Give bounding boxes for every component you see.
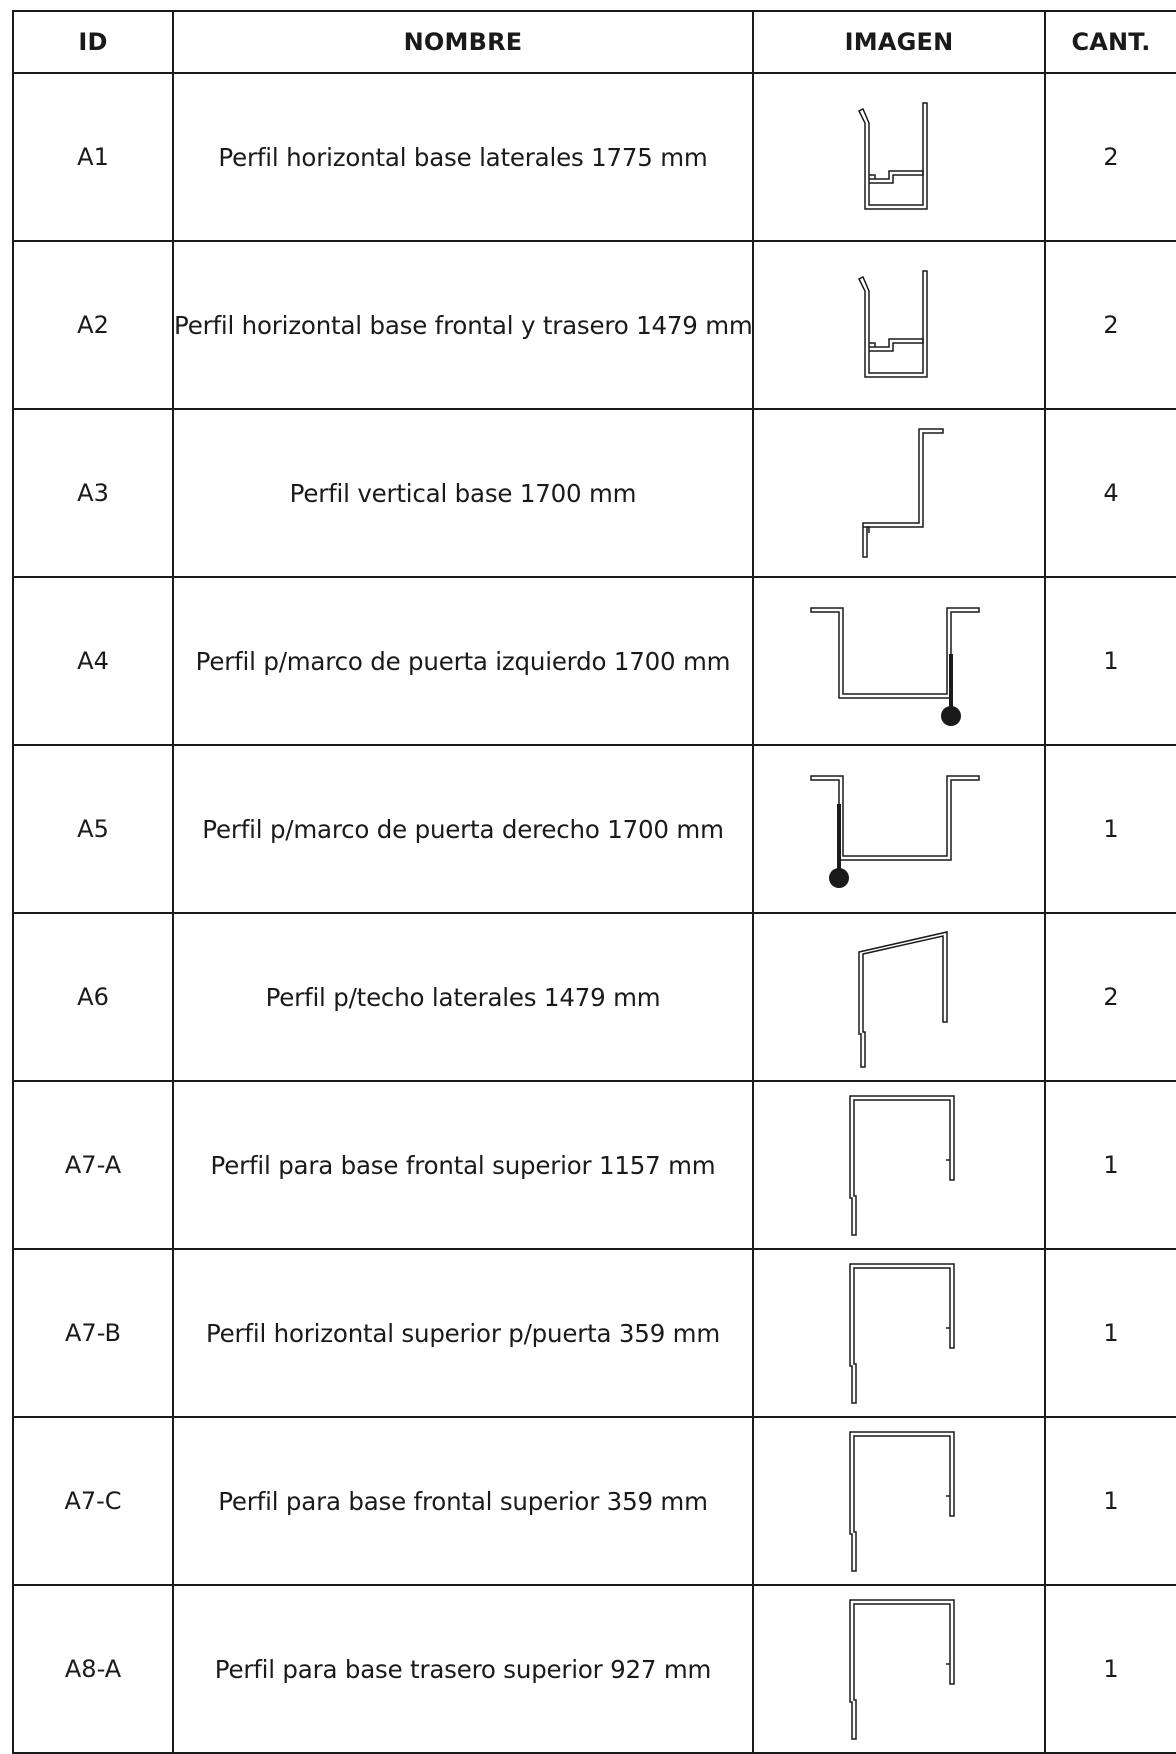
- table-header-row: ID NOMBRE IMAGEN CANT.: [12, 10, 1176, 74]
- part-name: Perfil p/marco de puerta izquierdo 1700 …: [172, 576, 754, 746]
- part-image-cell: [752, 72, 1046, 242]
- table-row: A8-A Perfil para base trasero superior 9…: [12, 1584, 1176, 1754]
- part-qty: 1: [1044, 576, 1176, 746]
- table-row: A7-C Perfil para base frontal superior 3…: [12, 1416, 1176, 1586]
- table-row: A7-A Perfil para base frontal superior 1…: [12, 1080, 1176, 1250]
- part-image-cell: [752, 576, 1046, 746]
- part-id: A7-C: [12, 1416, 174, 1586]
- part-name: Perfil horizontal superior p/puerta 359 …: [172, 1248, 754, 1418]
- part-name: Perfil horizontal base laterales 1775 mm: [172, 72, 754, 242]
- part-image-cell: [752, 1248, 1046, 1418]
- part-name: Perfil p/techo laterales 1479 mm: [172, 912, 754, 1082]
- sloped-roof-profile-icon: [858, 931, 948, 1068]
- door-frame-left-profile-icon: [810, 607, 980, 726]
- top-hat-profile-icon: [849, 1599, 955, 1740]
- part-qty: 1: [1044, 1080, 1176, 1250]
- part-qty: 1: [1044, 1416, 1176, 1586]
- column-header-image: IMAGEN: [752, 10, 1046, 74]
- top-hat-profile-icon: [849, 1095, 955, 1236]
- column-header-qty: CANT.: [1044, 10, 1176, 74]
- column-header-id: ID: [12, 10, 174, 74]
- table-row: A4 Perfil p/marco de puerta izquierdo 17…: [12, 576, 1176, 746]
- part-id: A4: [12, 576, 174, 746]
- u-channel-profile-icon: [857, 270, 928, 378]
- part-name: Perfil para base frontal superior 1157 m…: [172, 1080, 754, 1250]
- z-profile-icon: [862, 428, 944, 558]
- u-channel-profile-icon: [857, 102, 928, 210]
- part-qty: 2: [1044, 240, 1176, 410]
- part-id: A8-A: [12, 1584, 174, 1754]
- table-row: A5 Perfil p/marco de puerta derecho 1700…: [12, 744, 1176, 914]
- part-image-cell: [752, 744, 1046, 914]
- top-hat-profile-icon: [849, 1431, 955, 1572]
- part-image-cell: [752, 1584, 1046, 1754]
- parts-table: ID NOMBRE IMAGEN CANT. A1 Perfil horizon…: [12, 10, 1176, 1754]
- part-id: A6: [12, 912, 174, 1082]
- part-qty: 1: [1044, 744, 1176, 914]
- part-id: A7-A: [12, 1080, 174, 1250]
- part-name: Perfil para base trasero superior 927 mm: [172, 1584, 754, 1754]
- part-qty: 2: [1044, 72, 1176, 242]
- table-row: A6 Perfil p/techo laterales 1479 mm 2: [12, 912, 1176, 1082]
- part-id: A2: [12, 240, 174, 410]
- part-qty: 1: [1044, 1248, 1176, 1418]
- part-image-cell: [752, 408, 1046, 578]
- part-id: A1: [12, 72, 174, 242]
- top-hat-profile-icon: [849, 1263, 955, 1404]
- column-header-name: NOMBRE: [172, 10, 754, 74]
- door-frame-right-profile-icon: [810, 775, 980, 888]
- part-id: A5: [12, 744, 174, 914]
- table-row: A2 Perfil horizontal base frontal y tras…: [12, 240, 1176, 410]
- part-qty: 4: [1044, 408, 1176, 578]
- part-qty: 1: [1044, 1584, 1176, 1754]
- part-name: Perfil horizontal base frontal y trasero…: [172, 240, 754, 410]
- part-image-cell: [752, 240, 1046, 410]
- part-name: Perfil p/marco de puerta derecho 1700 mm: [172, 744, 754, 914]
- part-name: Perfil vertical base 1700 mm: [172, 408, 754, 578]
- part-image-cell: [752, 1080, 1046, 1250]
- part-name: Perfil para base frontal superior 359 mm: [172, 1416, 754, 1586]
- table-row: A1 Perfil horizontal base laterales 1775…: [12, 72, 1176, 242]
- part-qty: 2: [1044, 912, 1176, 1082]
- table-row: A7-B Perfil horizontal superior p/puerta…: [12, 1248, 1176, 1418]
- part-image-cell: [752, 1416, 1046, 1586]
- table-row: A3 Perfil vertical base 1700 mm 4: [12, 408, 1176, 578]
- part-image-cell: [752, 912, 1046, 1082]
- part-id: A3: [12, 408, 174, 578]
- part-id: A7-B: [12, 1248, 174, 1418]
